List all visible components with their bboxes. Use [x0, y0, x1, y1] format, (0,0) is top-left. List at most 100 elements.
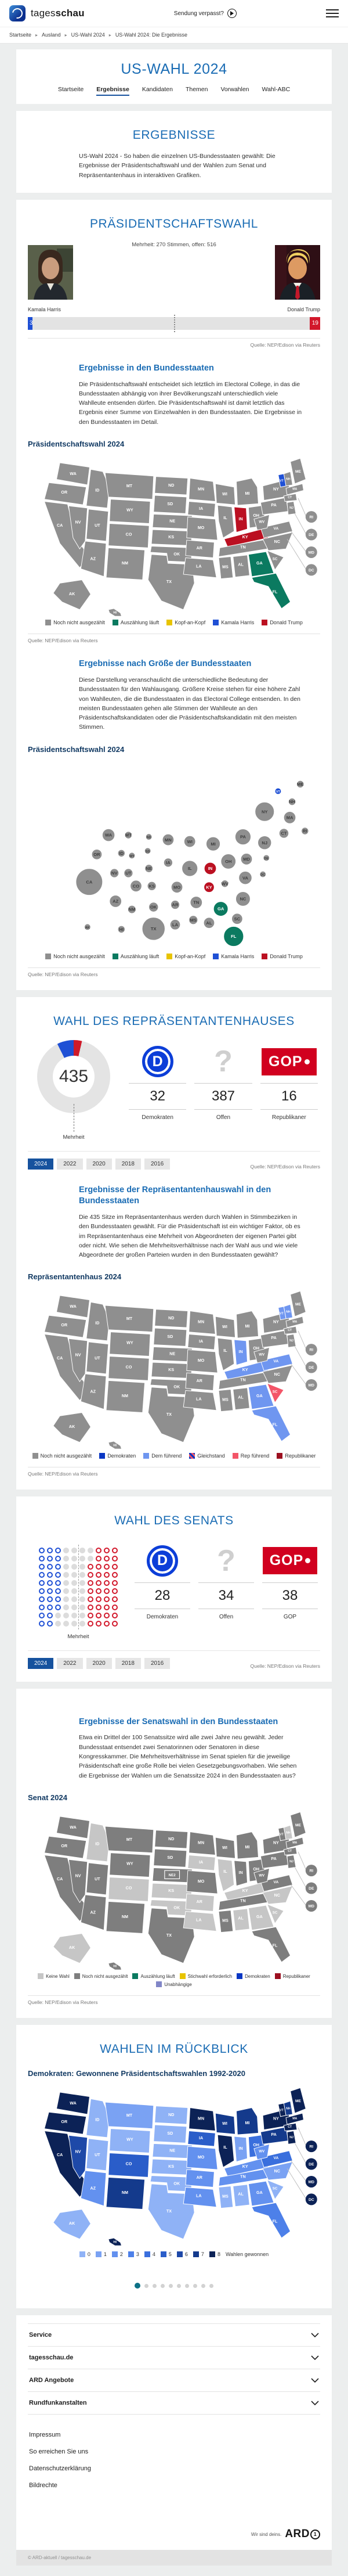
carousel-dot-4[interactable] [161, 2283, 165, 2288]
year-button-2018[interactable]: 2018 [115, 1657, 141, 1669]
state-HI[interactable] [108, 608, 122, 617]
state-WY[interactable] [109, 499, 151, 524]
state-CT[interactable] [283, 1326, 298, 1335]
tab-startseite[interactable]: Startseite [57, 86, 84, 93]
bubble-AR[interactable] [170, 900, 180, 909]
bubble-NC[interactable] [235, 891, 251, 906]
state-TN[interactable] [218, 1892, 269, 1911]
state-AK[interactable] [53, 1933, 91, 1964]
state-MT[interactable] [104, 1305, 154, 1333]
state-AZ[interactable] [80, 1373, 107, 1410]
bubble-MI[interactable] [205, 836, 221, 851]
bubble-MD[interactable] [240, 852, 253, 865]
state-MT[interactable] [104, 1826, 154, 1853]
state-NM[interactable] [106, 1380, 146, 1413]
state-WY[interactable] [109, 1852, 151, 1877]
state-FL[interactable] [251, 1926, 291, 1963]
state-WY[interactable] [109, 1332, 151, 1357]
state-OR[interactable] [44, 1836, 87, 1859]
state-TN[interactable] [218, 538, 269, 557]
year-button-2020[interactable]: 2020 [86, 1657, 112, 1669]
state-MI[interactable] [235, 477, 259, 506]
state-ID[interactable] [86, 469, 110, 509]
carousel-dot-2[interactable] [144, 2283, 148, 2288]
bubble-LA[interactable] [169, 919, 181, 930]
state-VT[interactable] [278, 473, 287, 488]
state-TX[interactable] [147, 554, 195, 610]
state-WA[interactable] [56, 1295, 90, 1318]
bubble-NY[interactable] [255, 801, 275, 822]
state-FL[interactable] [251, 2202, 291, 2239]
state-MI[interactable] [235, 1311, 259, 1339]
state-LA[interactable] [183, 1911, 217, 1932]
footer-accordion-ard-angebote[interactable]: ARD Angebote [28, 2369, 320, 2392]
tab-vorwahlen[interactable]: Vorwahlen [220, 86, 249, 93]
state-AL[interactable] [233, 1908, 250, 1931]
state-NM[interactable] [106, 1901, 146, 1934]
state-ID[interactable] [86, 1302, 110, 1341]
state-IL[interactable] [217, 1858, 235, 1892]
state-NV[interactable] [68, 1859, 88, 1903]
bubble-VA[interactable] [238, 870, 252, 885]
state-FL[interactable] [251, 573, 291, 609]
state-MN[interactable] [188, 1831, 216, 1855]
state-NC[interactable] [262, 1885, 293, 1905]
state-SC[interactable] [266, 1904, 284, 1924]
state-MN[interactable] [188, 477, 216, 502]
state-TN[interactable] [218, 1371, 269, 1390]
state-ND[interactable] [154, 1829, 188, 1849]
state-RI[interactable] [305, 511, 317, 523]
bubble-MO[interactable] [171, 881, 183, 893]
state-SD[interactable] [153, 1848, 187, 1868]
bubble-ND[interactable] [145, 833, 153, 840]
state-VA[interactable] [260, 1874, 293, 1892]
state-MA[interactable] [285, 483, 304, 495]
state-DE[interactable] [305, 528, 317, 541]
footer-accordion-rundfunkanstalten[interactable]: Rundfunkanstalten [28, 2392, 320, 2415]
state-OR[interactable] [44, 482, 87, 505]
state-AR[interactable] [185, 1893, 215, 1912]
senate-states-heading[interactable]: Ergebnisse der Senatswahl in den Bundess… [79, 1717, 278, 1726]
states-heading[interactable]: Ergebnisse in den Bundesstaaten [79, 363, 214, 373]
carousel-dot-7[interactable] [185, 2283, 189, 2288]
carousel-dot-3[interactable] [153, 2283, 157, 2288]
footer-link-impressum[interactable]: Impressum [29, 2431, 61, 2439]
bubble-MT[interactable] [124, 831, 133, 839]
year-button-2020[interactable]: 2020 [86, 1159, 112, 1170]
state-UT[interactable] [86, 1862, 109, 1895]
bubble-OH[interactable] [220, 853, 237, 869]
bubble-WI[interactable] [183, 835, 196, 848]
state-IL[interactable] [217, 2134, 235, 2168]
state-DE[interactable] [305, 1882, 317, 1894]
breadcrumb-item[interactable]: US-Wahl 2024 [71, 32, 105, 38]
state-CO[interactable] [108, 523, 150, 548]
state-WV[interactable] [253, 1347, 270, 1363]
state-LA[interactable] [183, 1390, 217, 1411]
bubble-UT[interactable] [124, 868, 133, 878]
state-IL[interactable] [217, 505, 235, 538]
state-RI[interactable] [305, 1344, 317, 1356]
footer-link-bildrechte[interactable]: Bildrechte [29, 2482, 57, 2489]
footer-link-so-erreichen-sie-uns[interactable]: So erreichen Sie uns [29, 2448, 89, 2456]
state-AK[interactable] [53, 579, 91, 610]
bubble-SD[interactable] [144, 847, 151, 854]
tab-kandidaten[interactable]: Kandidaten [142, 86, 173, 93]
state-MS[interactable] [218, 556, 234, 580]
year-button-2016[interactable]: 2016 [144, 1159, 171, 1170]
tab-ergebnisse[interactable]: Ergebnisse [96, 86, 129, 96]
carousel-dot-8[interactable] [193, 2283, 197, 2288]
state-MO[interactable] [186, 1349, 218, 1373]
state-MA[interactable] [285, 1316, 304, 1329]
bubble-WA[interactable] [102, 828, 115, 842]
bubble-MA[interactable] [283, 811, 296, 824]
state-NJ[interactable] [287, 1334, 296, 1348]
house-states-heading[interactable]: Ergebnisse der Repräsentantenhauswahl in… [79, 1185, 271, 1206]
bubble-KY[interactable] [204, 882, 215, 893]
state-MI[interactable] [235, 1831, 259, 1859]
bubble-OK[interactable] [148, 901, 159, 912]
state-WI[interactable] [215, 483, 236, 505]
bubble-VT[interactable] [274, 787, 282, 795]
bubble-AZ[interactable] [109, 894, 122, 908]
state-MD[interactable] [305, 546, 317, 558]
state-MS[interactable] [218, 1909, 234, 1933]
